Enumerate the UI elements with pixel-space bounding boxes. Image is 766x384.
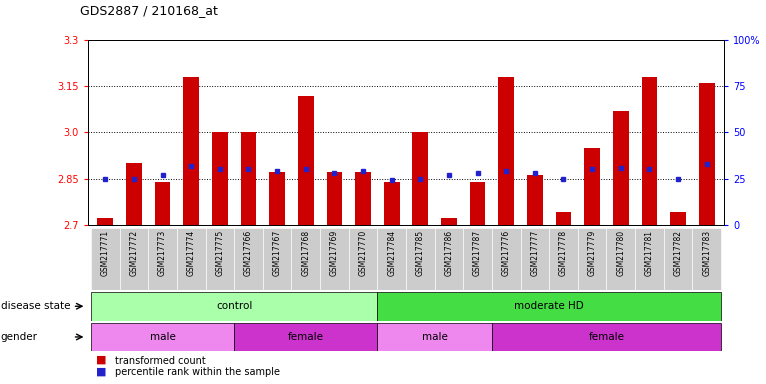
Text: GSM217776: GSM217776 <box>502 230 511 276</box>
Bar <box>320 228 349 290</box>
Bar <box>635 228 663 290</box>
Text: ■: ■ <box>96 355 106 365</box>
Bar <box>384 182 400 225</box>
Bar <box>263 228 291 290</box>
Bar <box>119 228 149 290</box>
Bar <box>492 228 521 290</box>
Bar <box>183 77 199 225</box>
Bar <box>441 218 457 225</box>
Bar <box>378 292 721 321</box>
Bar <box>298 96 313 225</box>
Text: GSM217785: GSM217785 <box>416 230 425 276</box>
Text: GSM217770: GSM217770 <box>358 230 368 276</box>
Text: GSM217773: GSM217773 <box>158 230 167 276</box>
Bar <box>692 228 721 290</box>
Bar <box>499 77 514 225</box>
Bar <box>291 228 320 290</box>
Text: GSM217771: GSM217771 <box>101 230 110 276</box>
Bar <box>349 228 378 290</box>
Text: GSM217767: GSM217767 <box>273 230 282 276</box>
Bar <box>406 228 434 290</box>
Bar <box>378 323 492 351</box>
Bar <box>212 132 228 225</box>
Bar <box>91 228 119 290</box>
Text: GDS2887 / 210168_at: GDS2887 / 210168_at <box>80 4 218 17</box>
Bar <box>555 212 571 225</box>
Bar <box>126 163 142 225</box>
Bar <box>607 228 635 290</box>
Text: moderate HD: moderate HD <box>514 301 584 311</box>
Bar <box>492 323 721 351</box>
Bar <box>470 182 486 225</box>
Bar <box>613 111 629 225</box>
Text: GSM217772: GSM217772 <box>129 230 139 276</box>
Bar <box>149 228 177 290</box>
Bar <box>434 228 463 290</box>
Text: disease state: disease state <box>1 301 70 311</box>
Bar <box>463 228 492 290</box>
Text: GSM217774: GSM217774 <box>187 230 195 276</box>
Bar <box>527 175 543 225</box>
Bar <box>663 228 692 290</box>
Bar <box>412 132 428 225</box>
Bar <box>521 228 549 290</box>
Text: GSM217779: GSM217779 <box>588 230 597 276</box>
Text: GSM217787: GSM217787 <box>473 230 482 276</box>
Text: male: male <box>149 332 175 342</box>
Bar <box>642 77 657 225</box>
Bar <box>578 228 607 290</box>
Bar <box>269 172 285 225</box>
Text: GSM217780: GSM217780 <box>617 230 625 276</box>
Text: gender: gender <box>1 332 38 342</box>
Bar <box>155 182 170 225</box>
Bar <box>378 228 406 290</box>
Text: male: male <box>421 332 447 342</box>
Bar <box>177 228 205 290</box>
Text: GSM217769: GSM217769 <box>330 230 339 276</box>
Bar <box>549 228 578 290</box>
Text: GSM217777: GSM217777 <box>530 230 539 276</box>
Bar <box>670 212 686 225</box>
Text: GSM217781: GSM217781 <box>645 230 654 276</box>
Bar <box>91 323 234 351</box>
Bar <box>91 292 378 321</box>
Text: transformed count: transformed count <box>115 356 205 366</box>
Text: female: female <box>588 332 624 342</box>
Text: GSM217778: GSM217778 <box>559 230 568 276</box>
Bar <box>97 218 113 225</box>
Bar <box>234 323 378 351</box>
Text: GSM217784: GSM217784 <box>387 230 396 276</box>
Bar <box>326 172 342 225</box>
Text: GSM217782: GSM217782 <box>673 230 683 276</box>
Bar <box>584 148 600 225</box>
Text: GSM217768: GSM217768 <box>301 230 310 276</box>
Bar <box>355 172 371 225</box>
Text: GSM217786: GSM217786 <box>444 230 453 276</box>
Text: GSM217775: GSM217775 <box>215 230 224 276</box>
Text: control: control <box>216 301 252 311</box>
Bar <box>241 132 257 225</box>
Bar <box>234 228 263 290</box>
Bar <box>699 83 715 225</box>
Text: ■: ■ <box>96 366 106 376</box>
Text: female: female <box>288 332 324 342</box>
Text: percentile rank within the sample: percentile rank within the sample <box>115 367 280 377</box>
Text: GSM217783: GSM217783 <box>702 230 711 276</box>
Text: GSM217766: GSM217766 <box>244 230 253 276</box>
Bar <box>205 228 234 290</box>
